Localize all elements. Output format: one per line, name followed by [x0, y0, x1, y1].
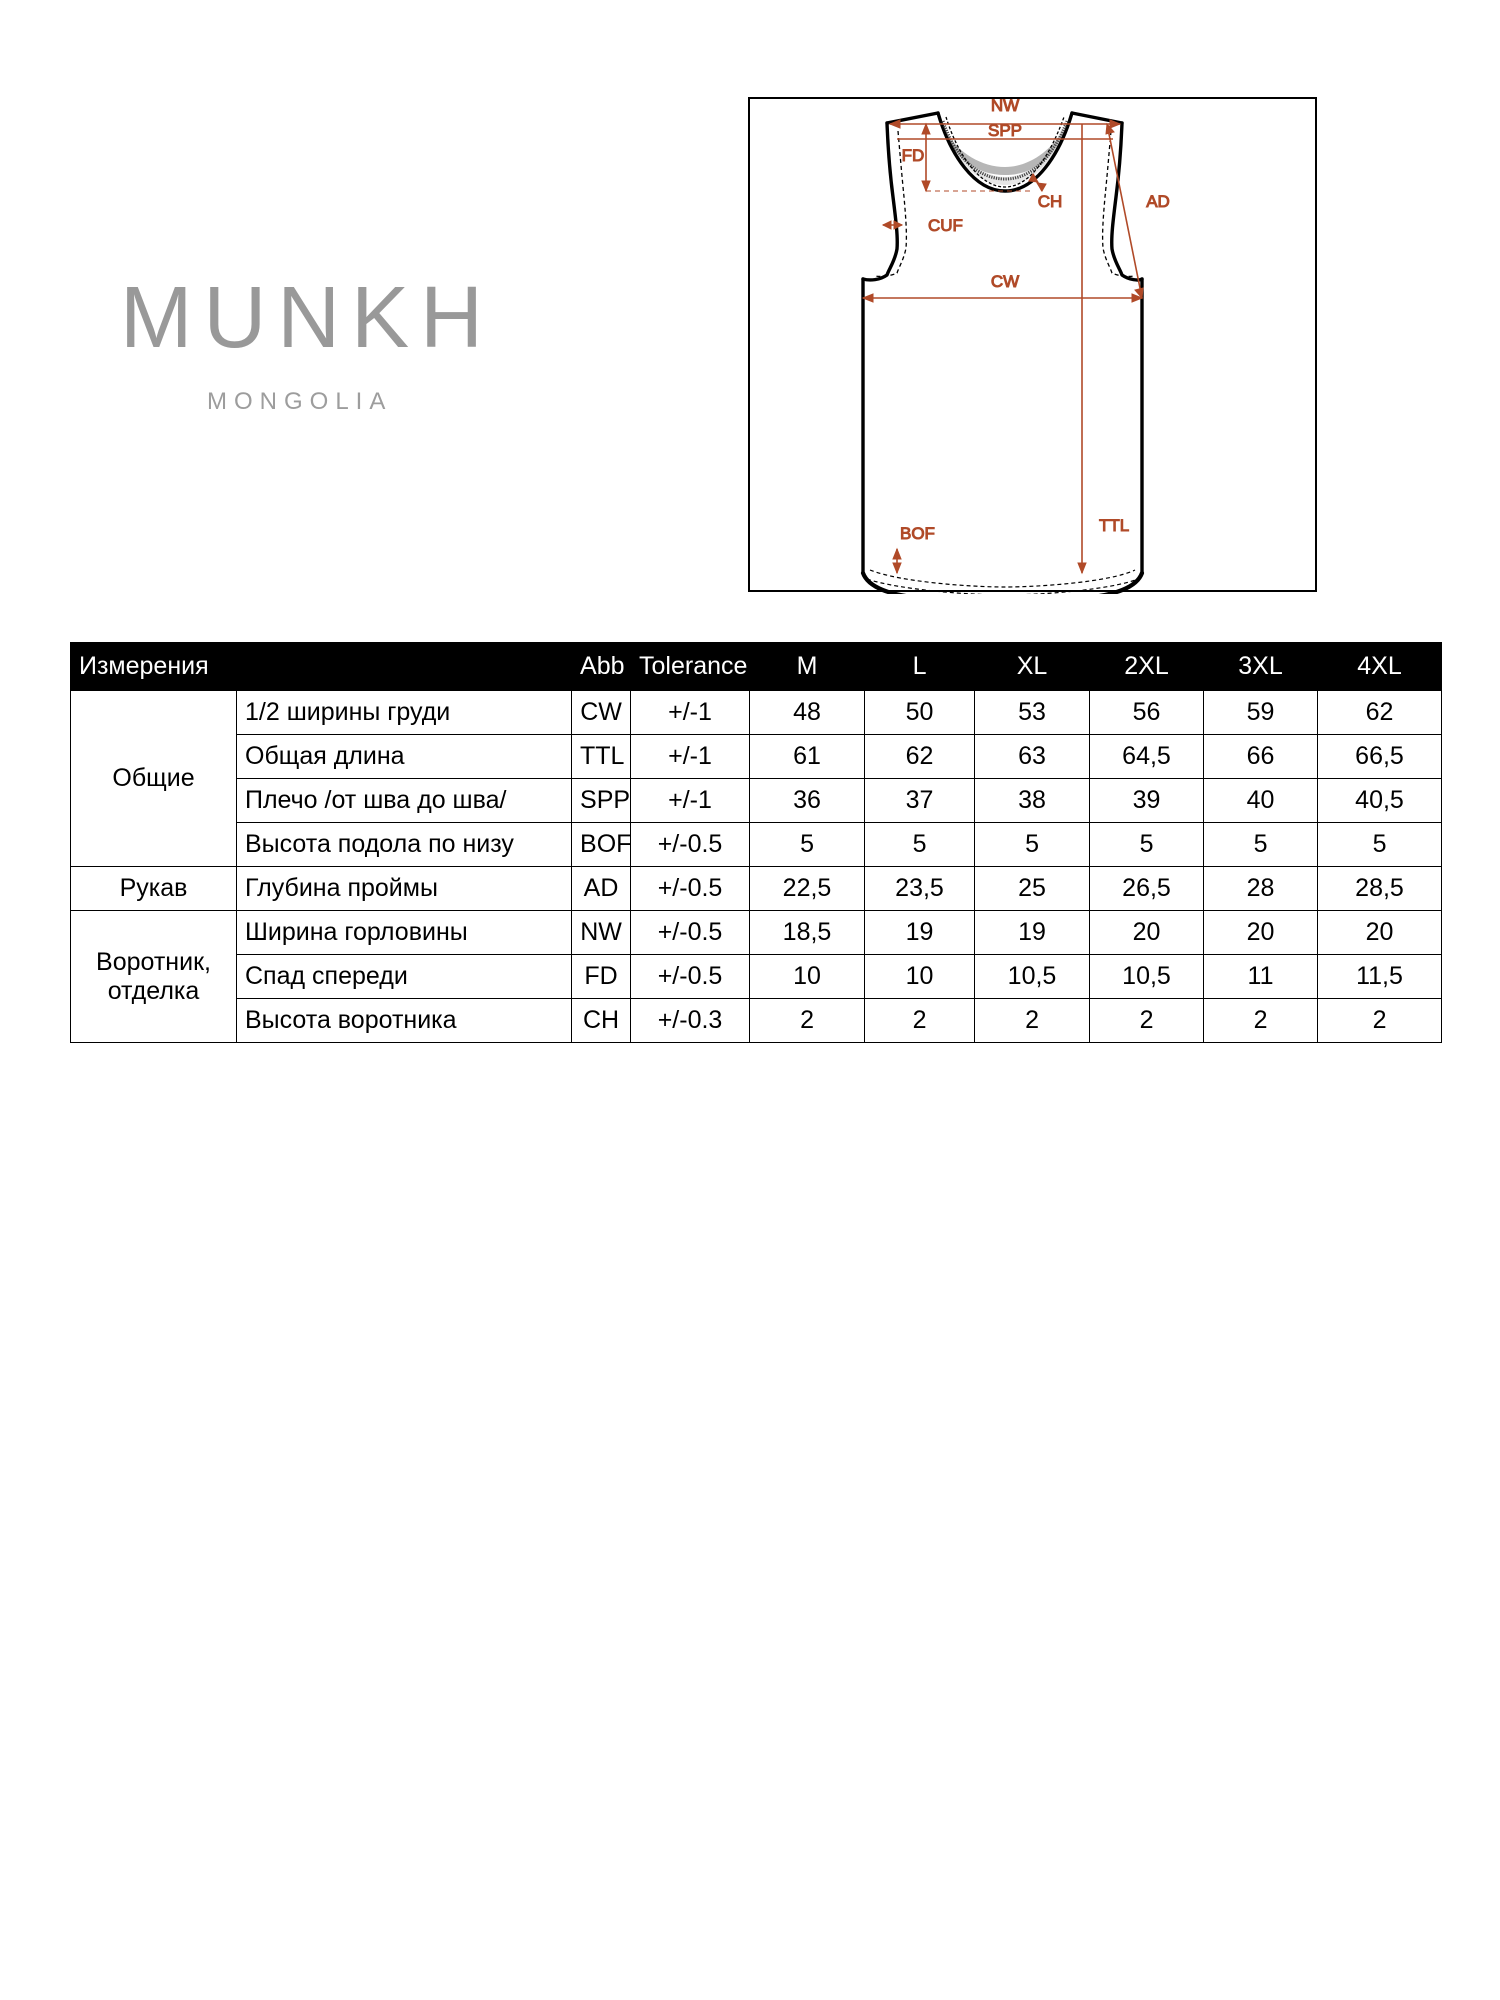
svg-text:SPP: SPP — [988, 121, 1022, 140]
svg-text:TTL: TTL — [1099, 516, 1129, 535]
svg-text:NW: NW — [991, 99, 1019, 115]
svg-text:AD: AD — [1146, 192, 1170, 211]
svg-text:FD: FD — [902, 146, 925, 165]
svg-text:CW: CW — [991, 272, 1019, 291]
svg-text:BOF: BOF — [900, 524, 935, 543]
svg-text:CUF: CUF — [928, 216, 963, 235]
svg-text:CH: CH — [1038, 192, 1063, 211]
